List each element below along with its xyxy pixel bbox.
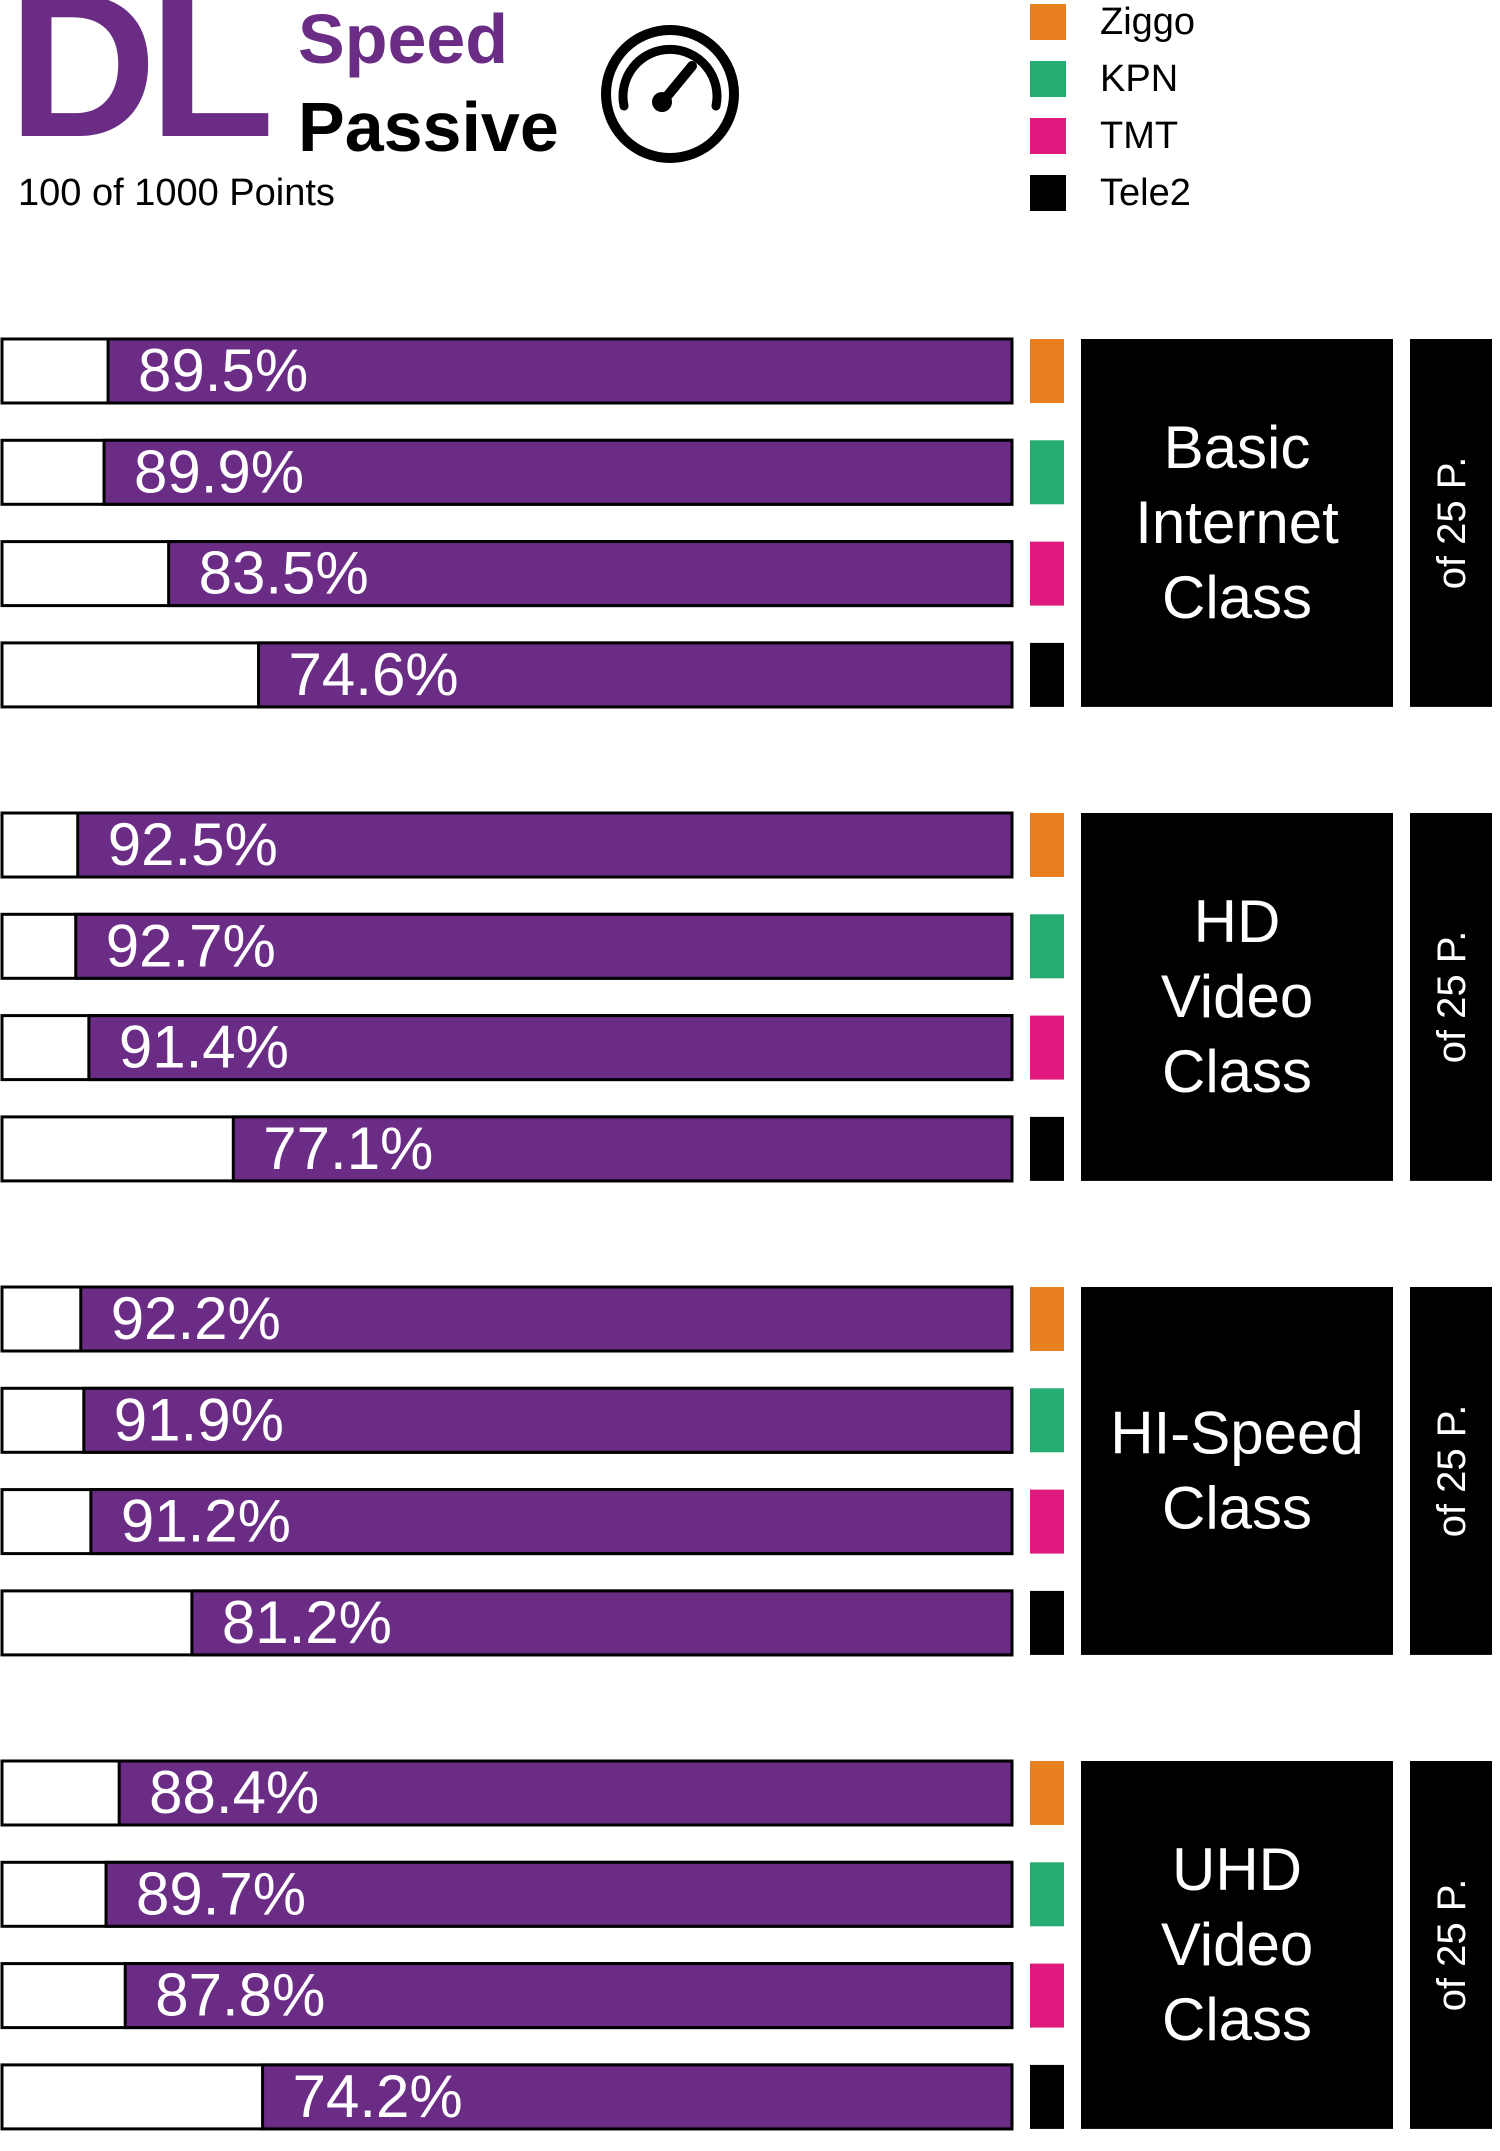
series-marker-tmt <box>1030 1489 1064 1554</box>
series-marker-kpn <box>1030 1388 1064 1453</box>
legend-swatch <box>1030 175 1066 211</box>
bar-value-label: 81.2% <box>222 1589 392 1656</box>
bar-tmt <box>123 1962 1014 2030</box>
series-marker-kpn <box>1030 914 1064 979</box>
class-panel <box>1081 339 1393 707</box>
series-marker-tele2 <box>1030 1590 1064 1655</box>
bar-ziggo <box>117 1759 1014 1827</box>
legend-swatch <box>1030 4 1066 40</box>
points-label: of 25 P. <box>1430 1879 1474 2012</box>
legend-label: TMT <box>1100 115 1179 157</box>
bar-value-label: 91.9% <box>114 1386 284 1453</box>
legend-item-ziggo: Ziggo <box>1030 2 1330 42</box>
bar-value-label: 74.2% <box>293 2063 463 2130</box>
bar-tele2 <box>231 1115 1014 1183</box>
series-marker-ziggo <box>1030 1287 1064 1351</box>
legend-item-kpn: KPN <box>1030 59 1330 99</box>
class-name-line: Class <box>1162 1986 1312 2053</box>
chart-header: DL Speed Passive 100 of 1000 Points Zigg… <box>0 0 1500 240</box>
bar-value-label: 89.5% <box>138 337 308 404</box>
legend-swatch <box>1030 118 1066 154</box>
title-passive: Passive <box>298 88 559 166</box>
points-label: of 25 P. <box>1430 457 1474 590</box>
legend-label: Tele2 <box>1100 172 1191 214</box>
points-panel <box>1410 339 1492 707</box>
legend-label: Ziggo <box>1100 1 1196 43</box>
class-name-label: Basic Internet Class <box>1135 414 1339 631</box>
legend-item-tmt: TMT <box>1030 116 1330 156</box>
class-name-line: Class <box>1162 1474 1312 1541</box>
series-marker-tmt <box>1030 541 1064 606</box>
bar-tmt <box>167 540 1014 608</box>
bar-tmt <box>89 1488 1014 1556</box>
points-panel <box>1410 813 1492 1181</box>
series-marker-kpn <box>1030 1862 1064 1927</box>
series-marker-ziggo <box>1030 339 1064 403</box>
bar-kpn <box>102 438 1014 506</box>
class-name-line: Video <box>1161 963 1313 1030</box>
bar-value-label: 74.6% <box>289 641 459 708</box>
bar-value-label: 91.2% <box>121 1488 291 1555</box>
bar-tele2 <box>261 2063 1014 2131</box>
class-name-line: HD <box>1194 888 1281 955</box>
legend-swatch <box>1030 61 1066 97</box>
series-marker-kpn <box>1030 440 1064 505</box>
bar-value-label: 89.7% <box>136 1860 306 1927</box>
points-label: of 25 P. <box>1430 931 1474 1064</box>
bar-kpn <box>104 1860 1014 1928</box>
series-marker-tmt <box>1030 1015 1064 1080</box>
legend-item-tele2: Tele2 <box>1030 173 1330 213</box>
class-name-line: Basic <box>1164 414 1311 481</box>
speedometer-icon <box>601 25 739 163</box>
bar-tmt <box>87 1014 1014 1082</box>
bar-value-label: 87.8% <box>155 1962 325 2029</box>
class-name-line: UHD <box>1172 1836 1302 1903</box>
class-name-line: HI-Speed <box>1110 1399 1363 1466</box>
bar-value-label: 92.5% <box>108 811 278 878</box>
dl-abbreviation: DL <box>8 0 275 180</box>
class-name-line: Class <box>1162 564 1312 631</box>
points-label: of 25 P. <box>1430 1405 1474 1538</box>
class-name-label: HD Video Class <box>1161 888 1313 1105</box>
class-name-line: Internet <box>1135 489 1339 556</box>
series-marker-tele2 <box>1030 2064 1064 2129</box>
series-marker-ziggo <box>1030 1761 1064 1825</box>
bar-tele2 <box>257 641 1014 709</box>
series-marker-tele2 <box>1030 642 1064 707</box>
bar-ziggo <box>79 1285 1014 1353</box>
bar-kpn <box>74 912 1014 980</box>
bar-value-label: 88.4% <box>149 1759 319 1826</box>
series-marker-tmt <box>1030 1963 1064 2028</box>
points-panel <box>1410 1761 1492 2129</box>
bar-value-label: 77.1% <box>263 1115 433 1182</box>
class-panel <box>1081 1287 1393 1655</box>
class-name-label: UHD Video Class <box>1161 1836 1313 2053</box>
title-speed: Speed <box>298 0 509 78</box>
bar-ziggo <box>76 811 1014 879</box>
bar-tele2 <box>190 1589 1014 1657</box>
class-name-label: HI-Speed Class <box>1110 1399 1363 1541</box>
bar-ziggo <box>106 337 1014 405</box>
bar-value-label: 89.9% <box>134 438 304 505</box>
class-panel <box>1081 813 1393 1181</box>
legend-label: KPN <box>1100 58 1179 100</box>
series-marker-tele2 <box>1030 1116 1064 1181</box>
bar-value-label: 83.5% <box>199 540 369 607</box>
points-panel <box>1410 1287 1492 1655</box>
bar-value-label: 92.7% <box>106 912 276 979</box>
bar-value-label: 92.2% <box>111 1285 281 1352</box>
class-panel <box>1081 1761 1393 2129</box>
class-name-line: Video <box>1161 1911 1313 1978</box>
points-subtitle: 100 of 1000 Points <box>18 172 335 214</box>
class-name-line: Class <box>1162 1038 1312 1105</box>
bar-value-label: 91.4% <box>119 1014 289 1081</box>
series-marker-ziggo <box>1030 813 1064 877</box>
bar-kpn <box>82 1386 1014 1454</box>
